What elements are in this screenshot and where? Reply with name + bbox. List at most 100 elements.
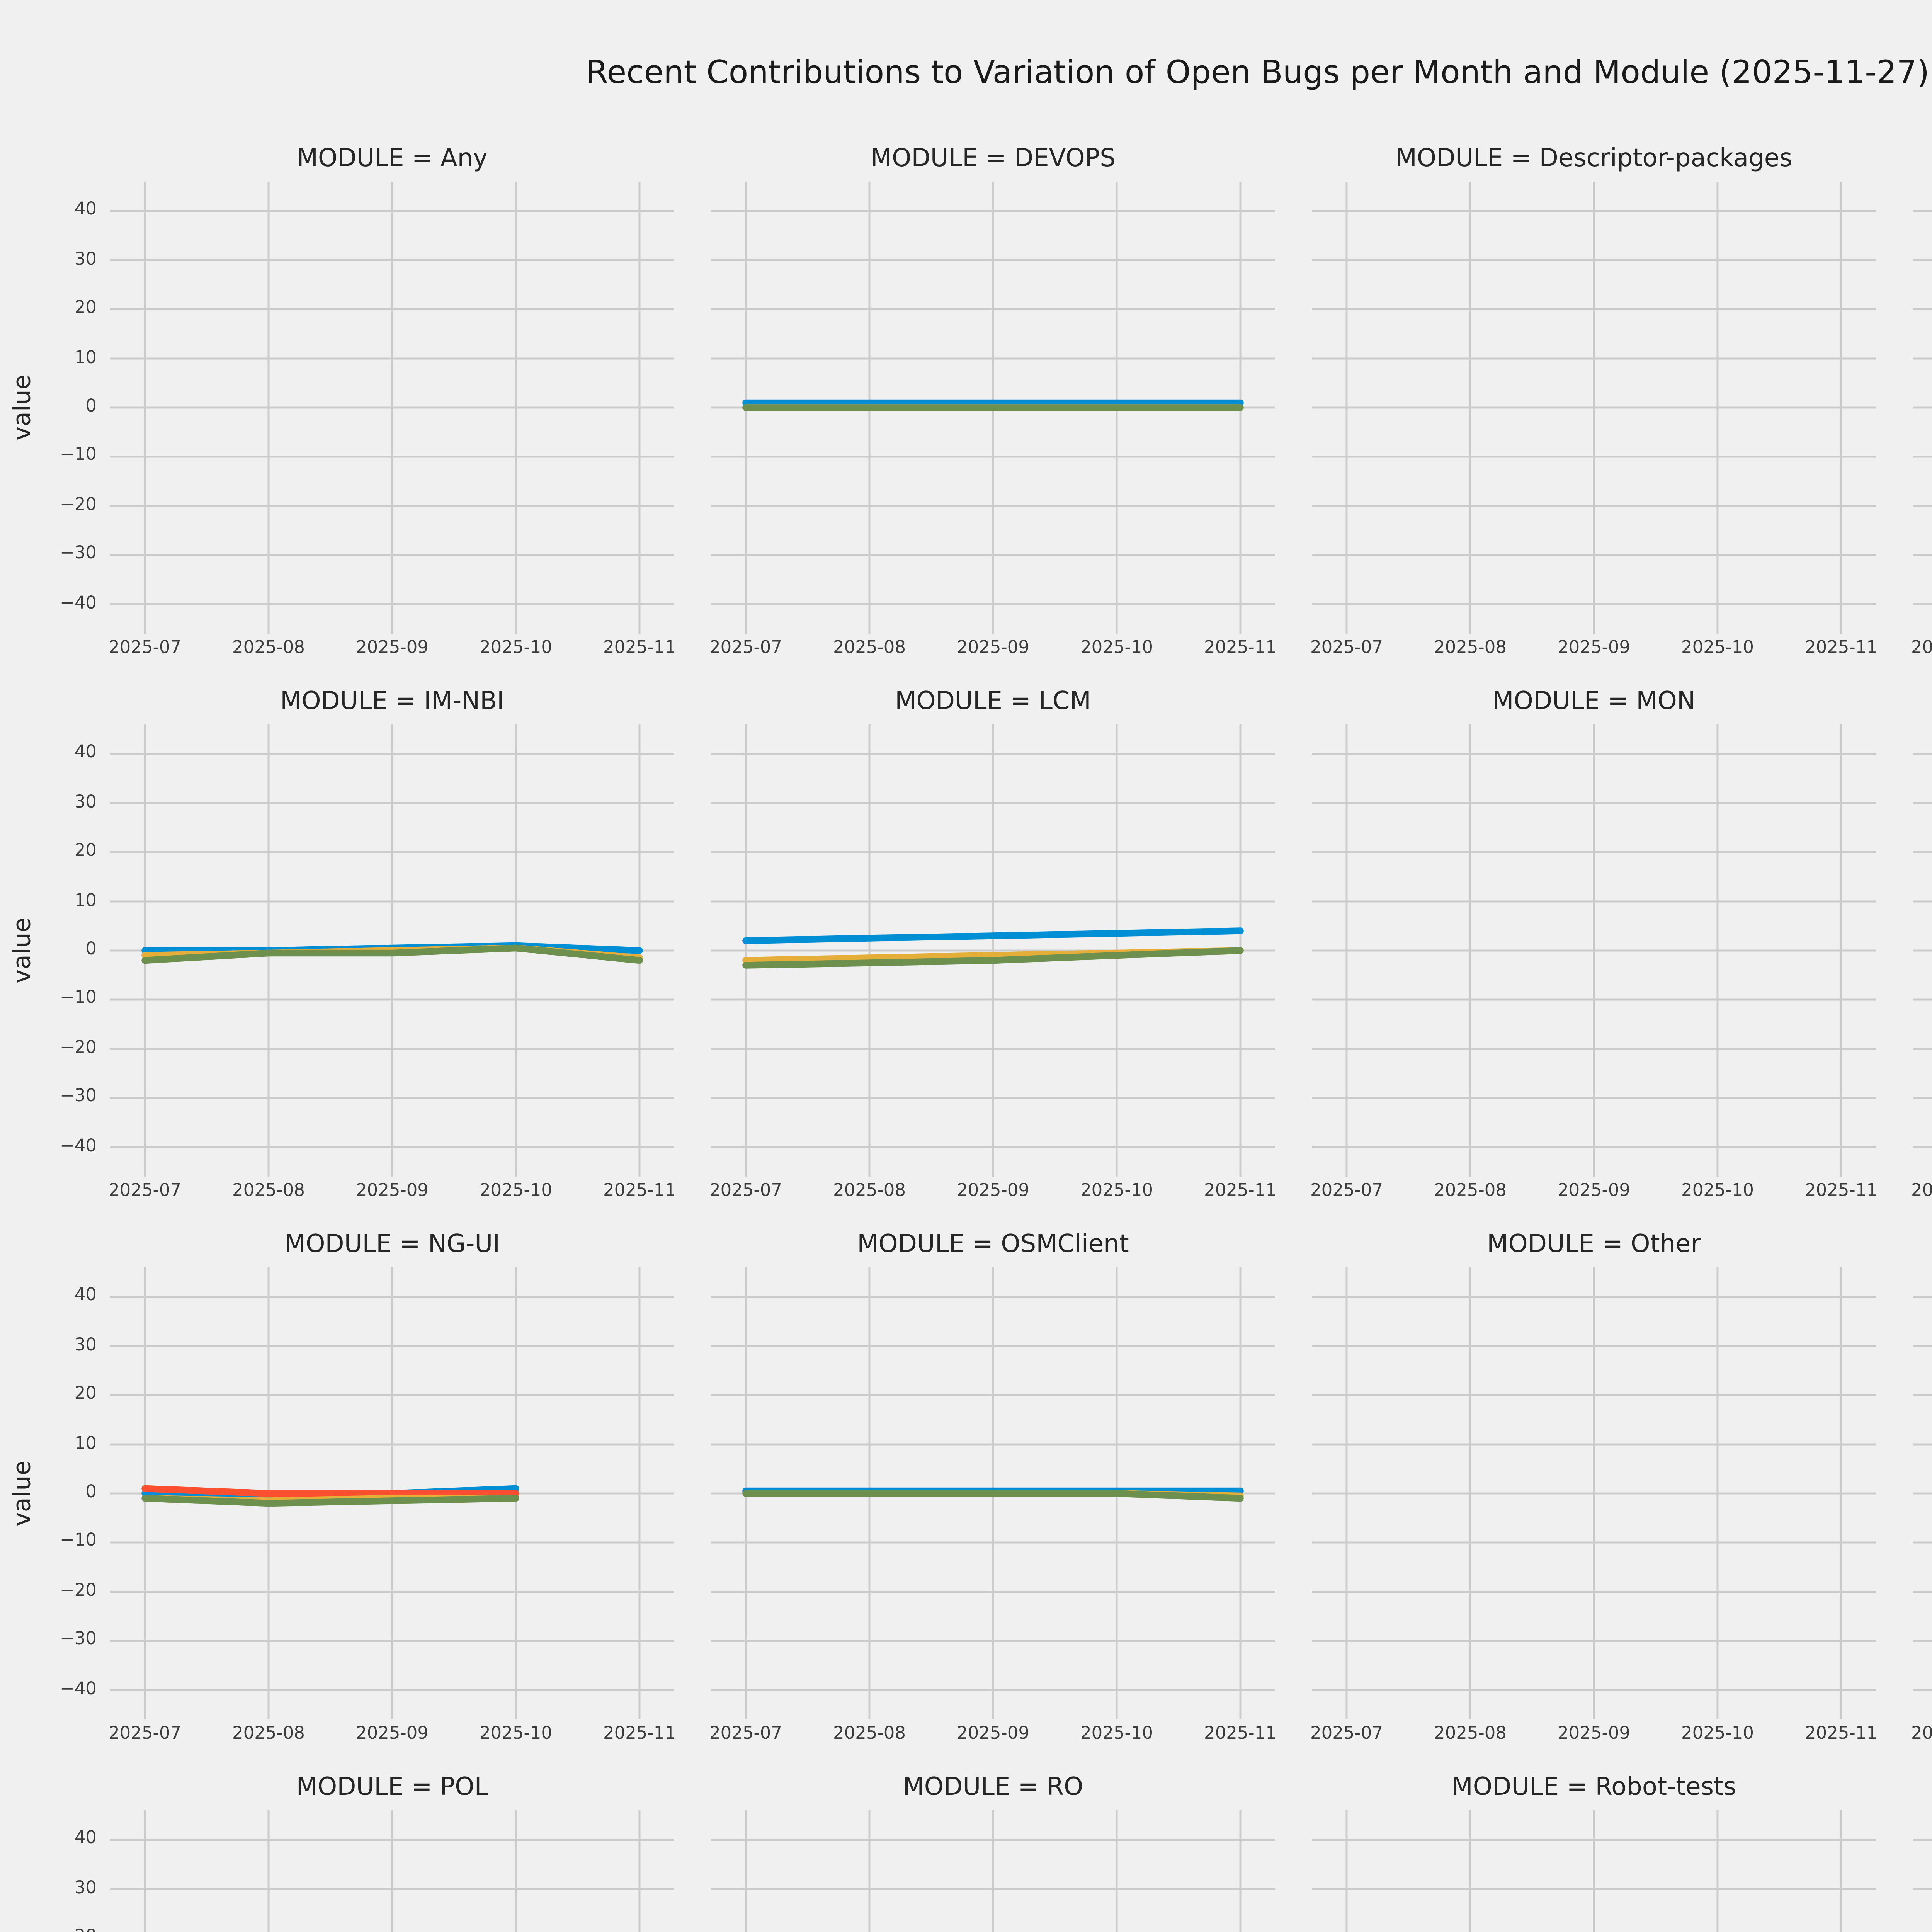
facet-panel: MODULE = N2VC 2025-072025-082025-092025-…: [1911, 686, 1932, 1202]
facet-panel: MODULE = LCM 2025-07 2025-08 2025-09 2025-1…: [709, 686, 1277, 1202]
x-tick-label: 2025-11: [1204, 1182, 1277, 1202]
x-tick-label: 2025-07: [108, 1182, 182, 1202]
x-tick-label: 2025-08: [833, 639, 906, 659]
y-tick-label: 0: [85, 1484, 97, 1503]
x-tick-label: 2025-11: [1204, 639, 1277, 659]
facet-title: MODULE = Descriptor-packages: [1395, 145, 1793, 174]
facet-panel: MODULE = Other 2025-07 2025-08 2025-09 2025…: [1310, 1229, 1878, 1745]
y-tick-label: −40: [60, 1137, 97, 1157]
facet-panel: MODULE = POL value 2025-072025-082025-09…: [75, 1772, 674, 1932]
y-axis-label: value: [7, 917, 36, 984]
facet-title: MODULE = Other: [1487, 1231, 1701, 1260]
facet-title: MODULE = OSMClient: [857, 1231, 1129, 1260]
x-tick-label: 2025-09: [956, 1725, 1030, 1745]
y-axis-label: value: [7, 374, 36, 441]
x-tick-label: 2025-07: [1310, 1182, 1383, 1202]
line-chart: [1913, 1810, 1932, 1932]
facet-panel: MODULE = PLA 2025-072025-082025-092025-1…: [1911, 1229, 1932, 1745]
x-tick-label: 2025-07: [709, 1182, 782, 1202]
line-chart: [711, 182, 1275, 634]
x-tick-label: 2025-07: [108, 1725, 182, 1745]
x-tick-label: 2025-07: [1310, 639, 1383, 659]
facet-title: MODULE = Documentation / Wiki: [1913, 143, 1932, 182]
x-tick-label: 2025-07: [108, 639, 182, 659]
y-tick-label: −20: [60, 1039, 97, 1059]
series-line-reopened: [141, 1485, 519, 1497]
series-line-opened: [742, 927, 1244, 944]
facet-title: MODULE = PLA: [1913, 1229, 1932, 1267]
x-tick-label: 2025-09: [1557, 639, 1631, 659]
x-tick-label: 2025-09: [355, 1182, 429, 1202]
y-tick-label: 0: [85, 941, 97, 960]
line-chart: [711, 724, 1275, 1177]
x-tick-label: 2025-11: [603, 639, 676, 659]
facet-panel: MODULE = Any value 2025-07 2025-08 2025-09…: [7, 143, 676, 659]
facet-title: MODULE = POL: [296, 1774, 488, 1803]
facet-title: MODULE = IM-NBI: [280, 688, 504, 717]
series-line-closed: [141, 944, 643, 964]
figure-title: Recent Contributions to Variation of Ope…: [586, 54, 1930, 91]
line-chart: [110, 182, 674, 634]
series-line-closed: [742, 1490, 1244, 1502]
line-chart: [1312, 1810, 1876, 1932]
facet-panel: MODULE = MON 2025-07 2025-08 2025-09 2025-1…: [1310, 686, 1878, 1202]
x-tick-label: 2025-10: [479, 1182, 553, 1202]
line-chart: [1913, 1267, 1932, 1719]
x-tick-row: 2025-07 2025-08 2025-09 2025-10 2025-11: [1310, 634, 1878, 659]
x-tick-label: 2025-08: [232, 1725, 305, 1745]
x-tick-label: 2025-09: [355, 639, 429, 659]
y-tick-label: 30: [74, 1879, 97, 1899]
x-tick-label: 2025-10: [479, 1725, 553, 1745]
x-tick-label: 2025-08: [1434, 639, 1507, 659]
x-tick-label: 2025-07: [1911, 639, 1932, 659]
x-tick-label: 2025-11: [1804, 1725, 1878, 1745]
facet-panel: MODULE = RO 2025-072025-082025-092025-10…: [711, 1772, 1275, 1932]
series-line-closed: [742, 947, 1244, 969]
facet-title: MODULE = MON: [1492, 688, 1696, 717]
y-tick-label: 30: [74, 1336, 97, 1356]
x-tick-label: 2025-07: [1911, 1725, 1932, 1745]
line-chart: [1312, 724, 1876, 1177]
x-tick-label: 2025-09: [956, 1182, 1030, 1202]
x-tick-label: 2025-11: [603, 1182, 676, 1202]
y-tick-label: 40: [74, 1830, 97, 1850]
x-tick-label: 2025-09: [1557, 1182, 1631, 1202]
x-tick-label: 2025-10: [1681, 639, 1754, 659]
facet-panel: MODULE = NG-UI value 2025-07 2025-08 2025-…: [7, 1229, 676, 1745]
y-tick-label: 20: [74, 299, 97, 319]
x-tick-label: 2025-07: [709, 639, 782, 659]
line-chart: [1312, 182, 1876, 634]
x-tick-label: 2025-11: [603, 1725, 676, 1745]
facet-title: MODULE = Unknown: [1913, 1772, 1932, 1810]
x-tick-label: 2025-11: [1804, 639, 1878, 659]
y-tick-label: 40: [74, 744, 97, 764]
series-line-closed: [141, 1495, 519, 1507]
y-tick-label: 10: [74, 349, 97, 368]
x-tick-label: 2025-10: [1080, 1725, 1153, 1745]
facet-panel: MODULE = Documentation / Wiki 2025-07202…: [1911, 143, 1932, 659]
facet-title: MODULE = Any: [296, 145, 488, 174]
facet-title: MODULE = N2VC: [1913, 686, 1932, 724]
line-chart: [711, 1267, 1275, 1719]
x-tick-label: 2025-08: [232, 639, 305, 659]
y-tick-label: −30: [60, 545, 97, 565]
y-axis-label: value: [7, 1460, 36, 1527]
line-chart: [711, 1810, 1275, 1932]
y-tick-label: −30: [60, 1088, 97, 1108]
line-chart: [1312, 1267, 1876, 1719]
facet-panel: MODULE = Robot-tests 2025-072025-082025-…: [1312, 1772, 1876, 1932]
y-tick-label: 10: [74, 891, 97, 911]
x-tick-label: 2025-07: [709, 1725, 782, 1745]
y-tick-label: 20: [75, 1929, 97, 1932]
y-tick-label: −10: [60, 447, 97, 467]
facet-panel: MODULE = Descriptor-packages 2025-07 2025…: [1310, 143, 1878, 659]
